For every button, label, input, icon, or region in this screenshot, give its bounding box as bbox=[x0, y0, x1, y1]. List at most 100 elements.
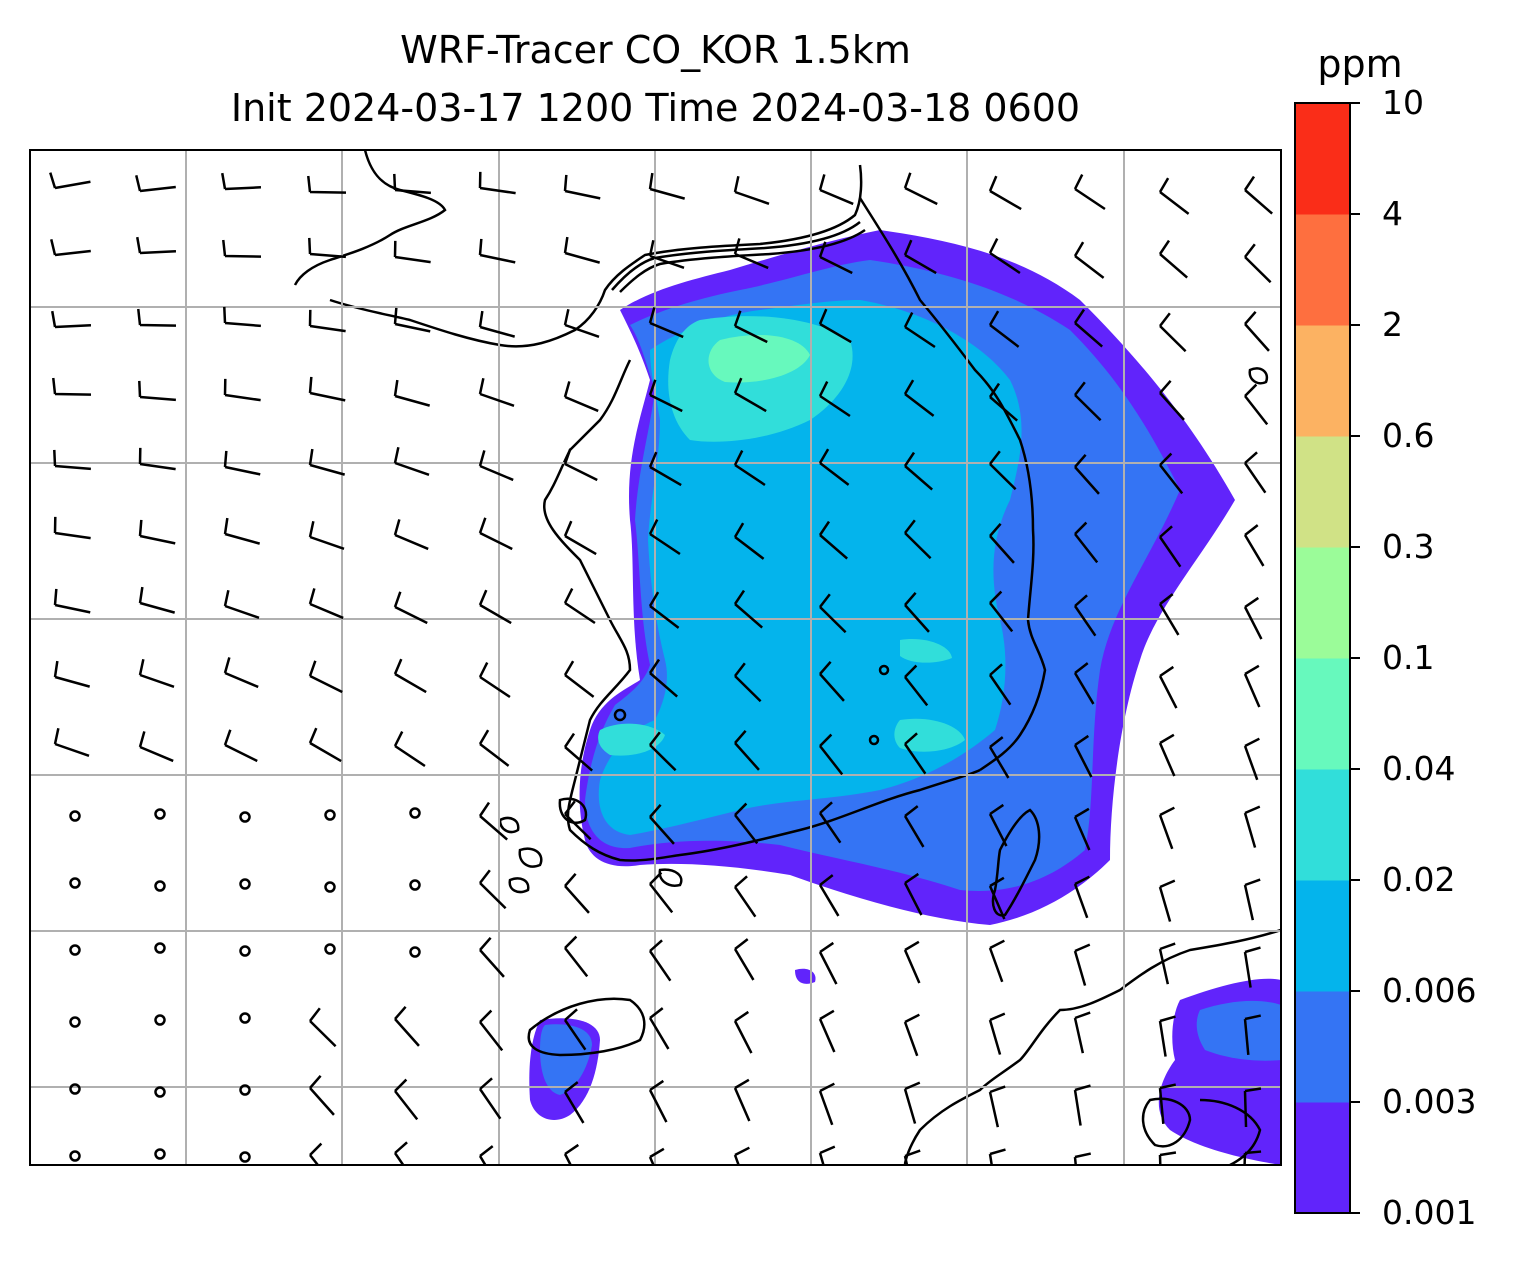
wind-barb bbox=[819, 733, 844, 776]
wind-barb bbox=[648, 451, 682, 487]
wind-barb bbox=[479, 869, 507, 910]
wind-barb bbox=[1158, 593, 1180, 636]
wind-barb bbox=[1073, 875, 1090, 919]
wind-barb bbox=[989, 523, 1015, 564]
wind-barb bbox=[309, 1075, 335, 1116]
wind-barb bbox=[307, 175, 347, 194]
wind-barb bbox=[1073, 662, 1095, 705]
wind-barb bbox=[988, 1148, 1006, 1165]
wind-barb bbox=[818, 1009, 836, 1053]
wind-barb bbox=[988, 1012, 1006, 1055]
wind-barb bbox=[223, 729, 258, 763]
wind-barb bbox=[393, 591, 428, 625]
colorbar-tick-label: 0.003 bbox=[1382, 1082, 1477, 1121]
wind-barb bbox=[223, 657, 259, 689]
wind-barb bbox=[1073, 807, 1091, 851]
wind-barb bbox=[1243, 878, 1261, 921]
calm-wind-marker bbox=[154, 1014, 166, 1026]
colorbar-unit: ppm bbox=[1317, 42, 1403, 86]
colorbar-segment bbox=[1295, 880, 1350, 992]
wind-barb bbox=[479, 1009, 504, 1052]
wind-barb bbox=[1158, 1083, 1177, 1124]
wind-barb bbox=[1073, 174, 1106, 211]
wind-barb bbox=[478, 238, 516, 264]
wind-barb bbox=[904, 664, 929, 707]
wind-barb bbox=[1073, 1152, 1092, 1165]
calm-wind-marker bbox=[69, 1016, 81, 1028]
colorbar-tick-label: 0.001 bbox=[1382, 1193, 1477, 1232]
wind-barb bbox=[138, 586, 176, 614]
colorbar-tick-label: 0.1 bbox=[1382, 638, 1435, 677]
wind-barb bbox=[478, 1077, 502, 1120]
colorbar-segment bbox=[1295, 325, 1350, 437]
wind-barb bbox=[649, 871, 674, 914]
wind-barb bbox=[648, 591, 680, 629]
wind-barb bbox=[1243, 1014, 1262, 1055]
calm-wind-marker bbox=[69, 944, 81, 956]
wind-barb bbox=[308, 588, 344, 620]
wind-barb bbox=[988, 175, 1022, 211]
wind-barb bbox=[988, 876, 1006, 920]
wind-barb bbox=[648, 239, 685, 269]
wind-barb bbox=[563, 660, 595, 698]
calm-wind-marker bbox=[409, 946, 421, 958]
map-frame bbox=[29, 149, 1282, 1166]
wind-barb bbox=[478, 310, 516, 338]
wind-barb bbox=[563, 1081, 585, 1124]
calm-wind-marker bbox=[409, 879, 421, 891]
wind-barb bbox=[308, 376, 346, 402]
wind-barb bbox=[393, 379, 431, 407]
wind-barb bbox=[1074, 521, 1099, 564]
title-line-1: WRF-Tracer CO_KOR 1.5km bbox=[400, 28, 911, 72]
calm-wind-marker bbox=[154, 808, 166, 820]
wind-barb bbox=[1158, 525, 1182, 568]
wind-barb bbox=[49, 172, 91, 190]
colorbar-segment bbox=[1295, 769, 1350, 881]
wind-barb bbox=[478, 377, 515, 407]
wind-barb bbox=[903, 1081, 921, 1124]
wind-barb bbox=[1244, 383, 1269, 426]
wind-barb bbox=[563, 520, 597, 556]
wind-barb bbox=[648, 519, 681, 556]
wind-barb bbox=[308, 448, 346, 476]
wind-barb bbox=[1159, 452, 1184, 495]
wind-barb bbox=[989, 450, 1017, 491]
wind-barb bbox=[138, 731, 174, 763]
wind-barb bbox=[564, 873, 590, 914]
wind-barb bbox=[478, 589, 512, 625]
colorbar-tick-label: 4 bbox=[1382, 194, 1403, 233]
wind-barb bbox=[818, 381, 851, 418]
wind-barb bbox=[988, 803, 1008, 847]
title-line-2: Init 2024-03-17 1200 Time 2024-03-18 060… bbox=[230, 86, 1081, 130]
wind-barb bbox=[1158, 733, 1176, 777]
wind-barb bbox=[223, 450, 261, 476]
wind-barb bbox=[648, 379, 683, 413]
wind-barb bbox=[393, 519, 429, 551]
wind-barb bbox=[733, 175, 770, 205]
wind-barb bbox=[733, 1146, 750, 1165]
wind-barb bbox=[564, 935, 589, 978]
colorbar-tick-label: 2 bbox=[1382, 305, 1403, 344]
field-0.02-d bbox=[900, 639, 952, 663]
wind-barb bbox=[394, 1006, 420, 1047]
wind-barb bbox=[222, 239, 262, 258]
wind-barb bbox=[733, 875, 757, 918]
wind-barb bbox=[1158, 806, 1175, 850]
wind-barb bbox=[988, 382, 1018, 422]
wind-barb bbox=[563, 308, 600, 338]
wind-barb bbox=[51, 310, 92, 329]
wind-barb bbox=[138, 519, 176, 545]
wind-barb bbox=[1073, 734, 1093, 778]
wind-barb bbox=[989, 590, 1014, 633]
wind-barb bbox=[1158, 879, 1176, 922]
wind-barb bbox=[1159, 380, 1185, 421]
wind-barb bbox=[393, 731, 426, 768]
wind-barb bbox=[988, 736, 1010, 779]
wind-barb bbox=[563, 588, 596, 625]
field-0.04 bbox=[708, 335, 810, 383]
wind-barb bbox=[478, 729, 510, 767]
wind-barb bbox=[1073, 308, 1103, 348]
wind-barb bbox=[903, 172, 938, 206]
wind-barb bbox=[563, 1143, 583, 1165]
